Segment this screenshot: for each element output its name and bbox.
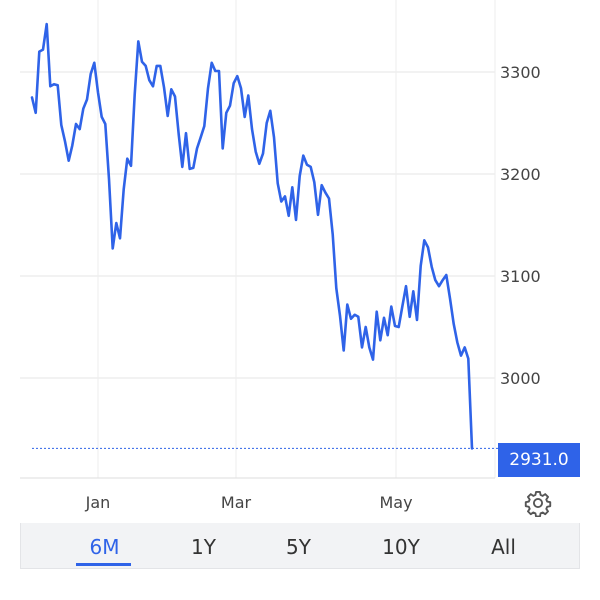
range-all-button[interactable]: All [491,535,516,559]
gear-icon[interactable] [524,489,552,517]
y-tick-label: 3300 [500,63,541,82]
last-value-label: 2931.0 [498,443,580,477]
x-tick-label: May [379,493,412,512]
y-axis: 3000 3100 3200 3300 [500,63,541,388]
range-selector: 6M 1Y 5Y 10Y All [20,523,580,569]
price-chart: 3000 3100 3200 3300 Jan Mar May [20,0,541,512]
range-6m-button[interactable]: 6M [89,535,120,559]
y-tick-label: 3100 [500,267,541,286]
range-10y-button[interactable]: 10Y [382,535,420,559]
x-tick-label: Jan [85,493,111,512]
active-range-underline [76,563,131,566]
y-tick-label: 3000 [500,369,541,388]
y-tick-label: 3200 [500,165,541,184]
range-1y-button[interactable]: 1Y [191,535,216,559]
price-series-line [30,22,474,450]
range-5y-button[interactable]: 5Y [286,535,311,559]
x-axis: Jan Mar May [85,493,413,512]
x-tick-label: Mar [221,493,252,512]
